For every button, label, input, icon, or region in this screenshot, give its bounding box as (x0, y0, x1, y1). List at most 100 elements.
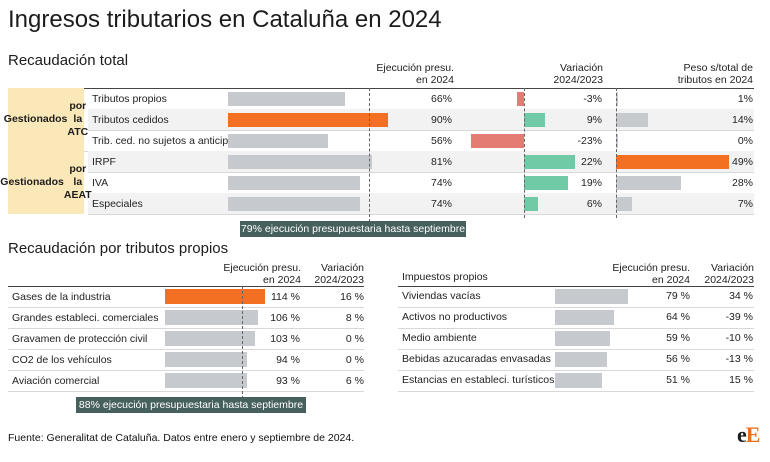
right-row-divider (398, 328, 754, 329)
group-label-line: Gestionados (0, 176, 64, 188)
variation-zero-line (524, 88, 525, 218)
right-header-exec-line2: en 2024 (652, 274, 690, 286)
brand-logo: eE (737, 422, 760, 448)
header-exec: Ejecución presu. en 2024 (350, 62, 454, 86)
right-exec-value: 79 % (666, 290, 690, 302)
exec-value: 56% (430, 135, 452, 147)
own-header-variation: Variación 2024/2023 (308, 262, 364, 286)
own-row-label: Grandes estableci. comerciales (12, 312, 159, 324)
own-row-divider (8, 328, 364, 329)
exec-value: 66% (430, 93, 452, 105)
own-row-label: Gases de la industria (12, 291, 111, 303)
group-label: Gestionados por la AEAT (0, 151, 92, 214)
own-variation-value: 0 % (345, 354, 364, 366)
right-row-label: Viviendas vacías (402, 290, 481, 302)
weight-value: 0% (737, 135, 753, 147)
page-title: Ingresos tributarios en Cataluña en 2024 (8, 6, 442, 33)
own-exec-value: 93 % (276, 375, 300, 387)
right-exec-bar (555, 289, 628, 304)
header-weight-line1: Peso s/total de (683, 62, 753, 74)
header-variation-line2: 2024/2023 (553, 74, 603, 86)
own-exec-bar (165, 373, 247, 388)
variation-bar-negative (471, 134, 524, 148)
variation-value: -23% (577, 135, 602, 147)
own-header-variation-line1: Variación (321, 262, 364, 274)
header-exec-line1: Ejecución presu. (376, 62, 454, 74)
right-row-divider (398, 370, 754, 371)
own-variation-value: 0 % (345, 333, 364, 345)
variation-bar-positive (524, 197, 538, 211)
group-label: Gestionados por la ATC (4, 88, 88, 151)
own-execution-note: 88% ejecución presupuestaria hasta septi… (76, 397, 306, 413)
variation-value: 9% (586, 114, 602, 126)
right-row-label: Bebidas azucaradas envasadas (402, 353, 551, 365)
right-variation-value: 15 % (729, 374, 753, 386)
right-exec-value: 51 % (666, 374, 690, 386)
right-header-variation: Variación 2024/2023 (698, 262, 754, 286)
exec-bar (228, 197, 360, 211)
own-exec-value: 114 % (271, 291, 300, 303)
own-variation-value: 6 % (345, 375, 364, 387)
right-exec-value: 64 % (666, 311, 690, 323)
right-row-divider (398, 307, 754, 308)
weight-bar (616, 197, 633, 211)
own-row-label: CO2 de los vehículos (12, 354, 112, 366)
right-variation-value: -13 % (725, 353, 753, 365)
exec-bar (228, 176, 360, 190)
row-divider (88, 130, 754, 131)
weight-value: 14% (731, 114, 753, 126)
own-exec-value: 106 % (270, 312, 300, 324)
own-header-exec-line1: Ejecución presu. (223, 262, 301, 274)
exec-bar (228, 134, 328, 148)
section-title-own: Recaudación por tributos propios (8, 240, 229, 257)
row-divider (88, 214, 754, 215)
own-row-label: Aviación comercial (12, 375, 100, 387)
weight-value: 28% (731, 177, 753, 189)
own-exec-bar (165, 310, 258, 325)
header-weight: Peso s/total de tributos en 2024 (640, 62, 753, 86)
own-exec-bar (165, 352, 248, 367)
variation-value: 6% (586, 198, 602, 210)
group-label-line: por la ATC (67, 100, 89, 138)
right-header-exec-line1: Ejecución presu. (612, 262, 690, 274)
section-title-total: Recaudación total (8, 52, 129, 69)
exec-value: 74% (430, 177, 452, 189)
own-exec-bar (165, 289, 265, 304)
right-exec-bar (555, 352, 607, 367)
right-exec-bar (555, 310, 615, 325)
weight-value: 49% (731, 156, 753, 168)
weight-bar (616, 155, 729, 169)
right-row-label: Estancias en estableci. turísticos (402, 374, 555, 386)
header-variation-line1: Variación (560, 62, 603, 74)
right-row-label: Activos no productivos (402, 311, 508, 323)
right-header-exec: Ejecución presu. en 2024 (590, 262, 690, 286)
right-variation-value: -10 % (725, 332, 753, 344)
weight-value: 1% (737, 93, 753, 105)
exec-value: 90% (430, 114, 452, 126)
header-variation: Variación 2024/2023 (502, 62, 603, 86)
own-row-divider (8, 307, 364, 308)
right-exec-bar (555, 331, 610, 346)
own-variation-value: 16 % (340, 291, 364, 303)
own-row-divider (8, 349, 364, 350)
variation-bar-positive (524, 113, 545, 127)
own-row-divider (8, 370, 364, 371)
own-header-variation-line2: 2024/2023 (314, 274, 364, 286)
group-label-line: por la AEAT (63, 163, 92, 201)
right-exec-value: 56 % (666, 353, 690, 365)
exec-bar (228, 155, 373, 169)
right-variation-value: 34 % (729, 290, 753, 302)
right-header-label: Impuestos propios (402, 271, 488, 283)
row-label: Trib. ced. no sujetos a anticipos (92, 135, 240, 147)
exec-value: 74% (430, 198, 452, 210)
weight-bar (616, 176, 681, 190)
right-header-variation-line1: Variación (711, 262, 754, 274)
row-label: Especiales (92, 198, 143, 210)
header-weight-line2: tributos en 2024 (677, 74, 753, 86)
row-label: Tributos propios (92, 93, 167, 105)
variation-bar-positive (524, 155, 575, 169)
own-reference-line (242, 286, 244, 399)
own-header-exec: Ejecución presu. en 2024 (200, 262, 301, 286)
row-label: IRPF (92, 156, 116, 168)
exec-bar (228, 113, 389, 127)
